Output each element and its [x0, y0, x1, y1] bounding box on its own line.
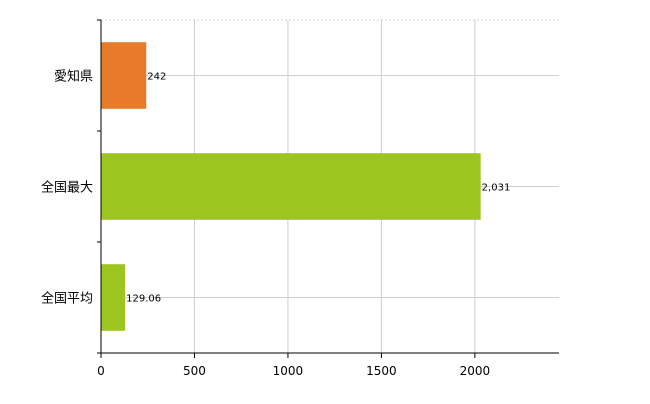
category-label-2: 全国最大 — [41, 180, 93, 196]
x-tick-label: 0 — [97, 364, 105, 378]
bar-3 — [101, 264, 126, 331]
x-tick-label: 1500 — [366, 364, 397, 378]
bar-2 — [101, 153, 481, 220]
bar-layer — [101, 42, 481, 331]
category-label-3: 全国平均 — [41, 291, 93, 307]
x-tick-label: 500 — [183, 364, 206, 378]
category-label-1: 愛知県 — [54, 69, 93, 85]
data-label-1: 242 — [147, 72, 166, 83]
x-tick-label: 2000 — [460, 364, 491, 378]
data-label-2: 2,031 — [482, 183, 511, 194]
bar-1 — [101, 42, 147, 109]
data-label-3: 129.06 — [126, 294, 161, 305]
x-tick-label: 1000 — [273, 364, 304, 378]
axis-layer — [97, 19, 559, 358]
